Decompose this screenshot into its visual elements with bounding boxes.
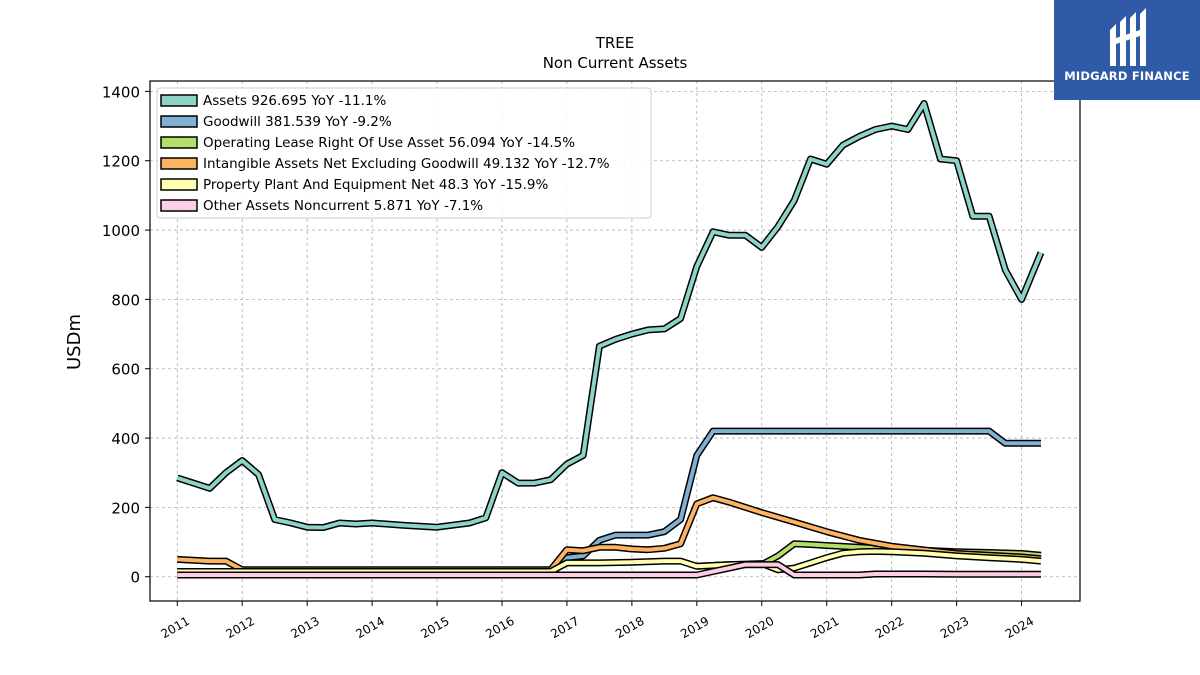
y-tick-label: 1000 bbox=[102, 222, 140, 240]
plot-frame bbox=[149, 80, 1081, 602]
legend-swatch bbox=[160, 136, 198, 149]
x-tick-label: 2018 bbox=[613, 614, 646, 641]
legend-swatch bbox=[160, 115, 198, 128]
x-tick-label: 2024 bbox=[1003, 614, 1036, 641]
series-line bbox=[177, 561, 1041, 579]
legend-swatch bbox=[160, 94, 198, 107]
y-tick-label: 800 bbox=[111, 291, 140, 309]
y-tick-label: 1400 bbox=[102, 83, 140, 101]
series-line bbox=[177, 547, 1042, 575]
chart-title: TREE bbox=[595, 34, 635, 52]
x-tick-label: 2022 bbox=[873, 614, 906, 641]
x-tick-label: 2014 bbox=[353, 614, 386, 641]
legend-entry: Other Assets Noncurrent 5.871 YoY -7.1% bbox=[203, 198, 483, 214]
y-tick-label: 0 bbox=[130, 569, 140, 587]
x-tick-label: 2013 bbox=[288, 614, 321, 641]
logo-mark-icon bbox=[1110, 8, 1146, 66]
legend: Assets 926.695 YoY -11.1% Goodwill 381.53… bbox=[156, 87, 652, 219]
x-tick-label: 2011 bbox=[159, 614, 192, 641]
y-ticks: 0 200 400 600 800 1000 1200 1400 bbox=[102, 83, 150, 587]
x-tick-label: 2021 bbox=[808, 614, 841, 641]
x-tick-label: 2023 bbox=[938, 614, 971, 641]
legend-entry: Intangible Assets Net Excluding Goodwill… bbox=[203, 156, 610, 172]
legend-swatch bbox=[160, 178, 198, 191]
legend-entry: Property Plant And Equipment Net 48.3 Yo… bbox=[203, 177, 548, 193]
chart-subtitle: Non Current Assets bbox=[543, 54, 688, 72]
y-tick-label: 600 bbox=[111, 361, 140, 379]
x-tick-label: 2012 bbox=[223, 614, 256, 641]
y-tick-label: 400 bbox=[111, 430, 140, 448]
legend-entry: Goodwill 381.539 YoY -9.2% bbox=[203, 114, 392, 130]
y-axis-label: USDm bbox=[64, 314, 85, 370]
y-tick-label: 200 bbox=[111, 499, 140, 517]
legend-swatch bbox=[160, 199, 198, 212]
x-ticks: 2011 2012 2013 2014 2015 2016 2017 2018 2019 2020… bbox=[159, 601, 1036, 641]
x-tick-label: 2017 bbox=[548, 614, 581, 641]
series-line bbox=[176, 100, 1045, 531]
x-tick-label: 2016 bbox=[483, 614, 516, 641]
x-tick-label: 2020 bbox=[743, 614, 776, 641]
legend-entry: Assets 926.695 YoY -11.1% bbox=[203, 93, 387, 109]
logo-text: MIDGARD FINANCE bbox=[1064, 69, 1190, 83]
y-tick-label: 1200 bbox=[102, 153, 140, 171]
legend-entry: Operating Lease Right Of Use Asset 56.09… bbox=[203, 135, 575, 151]
legend-box bbox=[156, 87, 652, 219]
midgard-finance-logo: MIDGARD FINANCE bbox=[1054, 0, 1200, 100]
x-tick-label: 2015 bbox=[418, 614, 451, 641]
series-layer bbox=[176, 100, 1045, 579]
legend-swatch bbox=[160, 157, 198, 170]
x-tick-label: 2019 bbox=[678, 614, 711, 641]
